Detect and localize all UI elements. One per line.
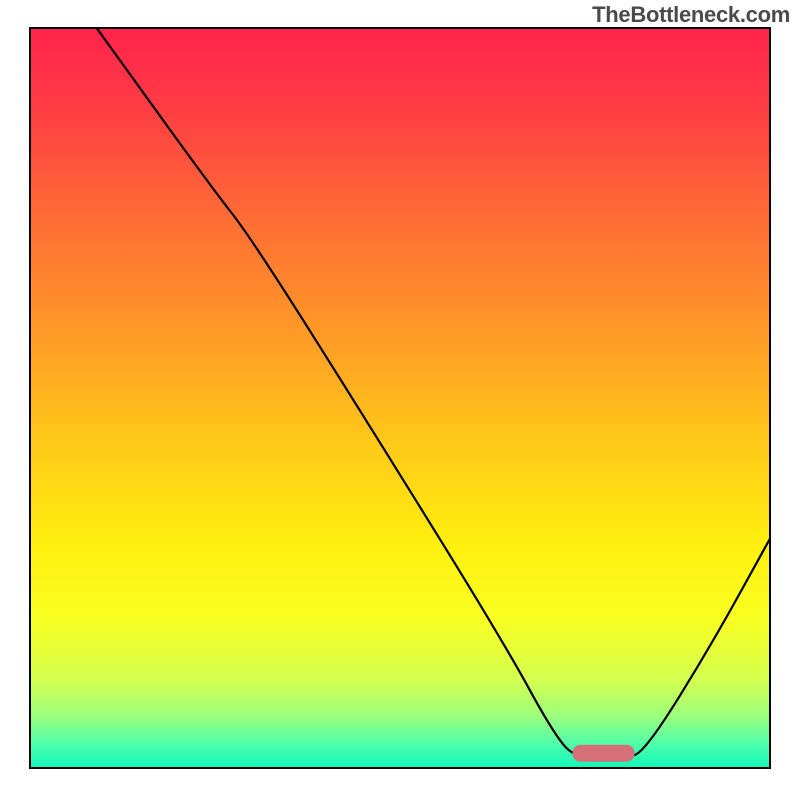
chart-container: TheBottleneck.com xyxy=(0,0,800,800)
plot-background xyxy=(30,28,770,768)
optimal-marker xyxy=(573,745,635,762)
bottleneck-chart xyxy=(0,0,800,800)
watermark-text: TheBottleneck.com xyxy=(592,2,790,28)
